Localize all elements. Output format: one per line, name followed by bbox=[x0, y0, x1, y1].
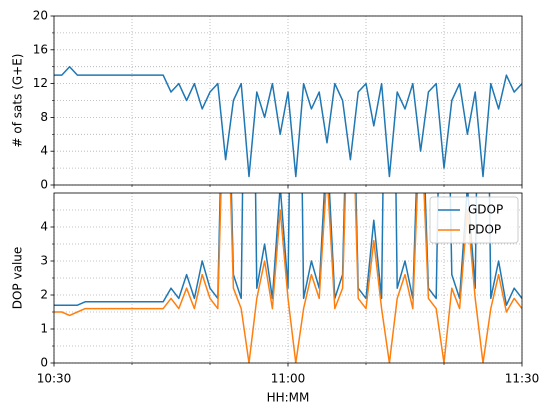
y-tick-label: 4 bbox=[40, 220, 48, 234]
legend: GDOP PDOP bbox=[429, 196, 519, 244]
legend-label: GDOP bbox=[468, 203, 503, 217]
legend-label: PDOP bbox=[468, 223, 501, 237]
legend-box bbox=[429, 196, 519, 244]
data-line bbox=[54, 193, 522, 306]
y-tick-label: 2 bbox=[40, 288, 48, 302]
y-axis-label: DOP value bbox=[11, 247, 25, 310]
y-tick-label: 4 bbox=[40, 144, 48, 158]
y-tick-label: 12 bbox=[33, 76, 48, 90]
x-tick-label: 10:30 bbox=[37, 372, 72, 386]
x-axis-label: HH:MM bbox=[267, 391, 310, 405]
y-axis-label: # of sats (G+E) bbox=[11, 54, 25, 148]
data-line bbox=[54, 193, 522, 363]
y-tick-label: 0 bbox=[40, 178, 48, 192]
y-tick-label: 20 bbox=[33, 9, 48, 23]
plot-area bbox=[54, 193, 522, 363]
y-tick-label: 1 bbox=[40, 322, 48, 336]
y-tick-label: 16 bbox=[33, 42, 48, 56]
y-tick-label: 3 bbox=[40, 254, 48, 268]
x-tick-label: 11:00 bbox=[271, 372, 306, 386]
plot-area bbox=[54, 65, 522, 178]
x-tick-label: 11:30 bbox=[505, 372, 540, 386]
data-line bbox=[54, 65, 522, 178]
y-tick-label: 0 bbox=[40, 356, 48, 370]
y-tick-label: 8 bbox=[40, 110, 48, 124]
